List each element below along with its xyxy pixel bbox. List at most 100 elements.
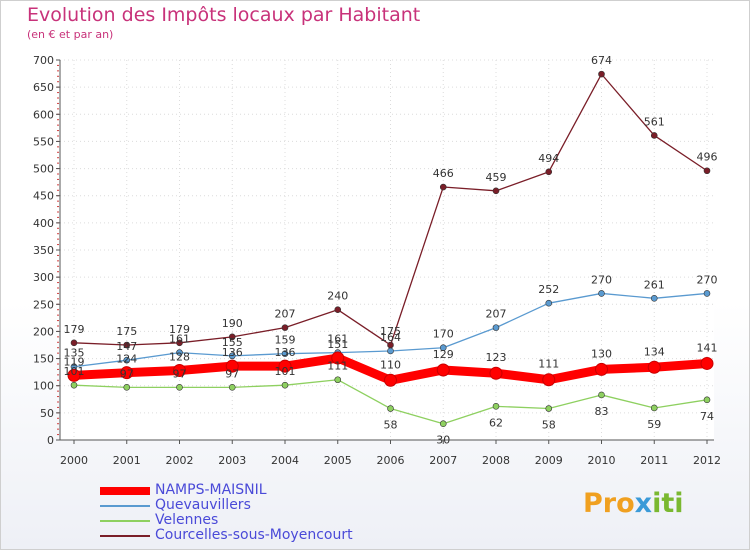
y-minor-tick xyxy=(57,75,59,77)
y-minor-tick xyxy=(57,206,59,208)
data-label-1-11: 261 xyxy=(644,278,665,291)
x-tick-label-2012: 2012 xyxy=(693,454,721,467)
data-point-2-4 xyxy=(281,381,289,389)
data-label-0-0: 179 xyxy=(64,323,85,336)
data-label-2-2: 97 xyxy=(173,367,187,380)
x-tick-label-2005: 2005 xyxy=(324,454,352,467)
data-label-3-9: 111 xyxy=(538,358,559,371)
data-point-3-1 xyxy=(120,366,134,380)
data-point-3-7 xyxy=(436,363,450,377)
chart-title: Evolution des Impôts locaux par Habitant xyxy=(27,4,421,26)
legend-item-courcelles[interactable]: Courcelles-sous-Moyencourt xyxy=(100,527,460,544)
data-point-1-12 xyxy=(703,290,711,297)
y-tick-label-350: 350 xyxy=(33,244,54,257)
data-label-1-6: 164 xyxy=(380,331,401,344)
y-tick-label-700: 700 xyxy=(33,54,54,67)
legend-swatch-namps-maisnil xyxy=(100,487,150,495)
data-point-3-0 xyxy=(67,368,81,382)
y-minor-tick xyxy=(57,374,59,376)
y-minor-tick xyxy=(57,64,59,66)
data-label-3-6: 110 xyxy=(380,358,401,371)
data-point-0-0 xyxy=(70,339,78,347)
data-label-3-5: 151 xyxy=(327,338,348,351)
data-point-3-8 xyxy=(489,366,503,380)
data-label-3-11: 134 xyxy=(644,345,665,358)
y-minor-tick xyxy=(57,254,59,256)
data-point-2-1 xyxy=(123,384,131,391)
data-point-1-2 xyxy=(176,349,183,356)
data-point-0-2 xyxy=(176,339,183,347)
data-label-1-7: 170 xyxy=(433,328,454,341)
data-label-1-12: 270 xyxy=(697,273,718,286)
y-minor-tick xyxy=(57,124,59,126)
data-point-3-3 xyxy=(225,359,239,373)
data-point-0-5 xyxy=(334,306,342,314)
data-label-2-5: 111 xyxy=(327,360,348,373)
y-minor-tick xyxy=(57,184,59,186)
y-minor-tick xyxy=(57,287,59,289)
data-label-0-11: 561 xyxy=(644,115,665,128)
y-minor-tick xyxy=(57,70,59,72)
chart-legend: NAMPS-MAISNIL Quevauvillers Velennes Cou… xyxy=(100,482,460,544)
data-label-1-8: 207 xyxy=(486,308,507,321)
data-label-0-3: 190 xyxy=(222,317,243,330)
y-minor-tick xyxy=(57,265,59,267)
data-point-3-6 xyxy=(384,373,397,387)
data-label-3-0: 119 xyxy=(64,355,85,368)
y-tick-label-500: 500 xyxy=(33,163,54,176)
data-label-2-6: 58 xyxy=(384,419,398,432)
x-tick-label-2011: 2011 xyxy=(640,454,668,467)
legend-item-quevauvillers[interactable]: Quevauvillers xyxy=(100,497,460,514)
y-minor-tick xyxy=(57,119,59,121)
data-point-1-3 xyxy=(228,352,236,360)
data-label-2-4: 101 xyxy=(275,365,296,378)
data-point-3-2 xyxy=(173,364,186,378)
data-point-0-12 xyxy=(703,167,711,175)
data-point-3-12 xyxy=(700,356,714,370)
data-label-1-1: 147 xyxy=(116,340,137,353)
y-minor-tick xyxy=(57,401,59,403)
legend-swatch-quevauvillers xyxy=(100,505,150,507)
y-minor-tick xyxy=(57,423,59,425)
data-point-0-11 xyxy=(650,132,658,139)
data-label-2-7: 30 xyxy=(436,434,450,447)
data-point-0-8 xyxy=(492,187,500,195)
y-tick-label-250: 250 xyxy=(33,298,54,311)
data-point-2-2 xyxy=(176,384,183,391)
data-point-1-6 xyxy=(387,347,394,355)
logo-part-1: Pro xyxy=(583,488,635,519)
data-point-0-4 xyxy=(281,324,289,331)
data-point-2-9 xyxy=(545,405,553,412)
x-tick-label-2004: 2004 xyxy=(271,454,299,467)
y-minor-tick xyxy=(57,428,59,430)
y-tick-label-0: 0 xyxy=(47,434,54,447)
y-minor-tick xyxy=(57,320,59,322)
legend-item-namps-maisnil[interactable]: NAMPS-MAISNIL xyxy=(100,482,460,499)
legend-item-velennes[interactable]: Velennes xyxy=(100,512,460,529)
y-minor-tick xyxy=(57,238,59,240)
y-minor-tick xyxy=(57,102,59,104)
data-label-3-2: 128 xyxy=(169,351,190,364)
y-minor-tick xyxy=(57,368,59,370)
data-point-3-4 xyxy=(278,359,292,373)
data-point-2-12 xyxy=(703,396,711,404)
data-point-1-8 xyxy=(492,324,500,331)
x-tick-label-2008: 2008 xyxy=(482,454,510,467)
data-point-2-10 xyxy=(598,391,605,399)
data-label-1-3: 155 xyxy=(222,336,243,349)
y-minor-tick xyxy=(57,336,59,338)
data-label-2-10: 83 xyxy=(595,405,609,418)
y-minor-tick xyxy=(57,157,59,159)
legend-label-quevauvillers: Quevauvillers xyxy=(155,497,251,513)
data-point-1-1 xyxy=(123,356,131,364)
y-minor-tick xyxy=(57,244,59,246)
y-tick-label-150: 150 xyxy=(33,353,54,366)
data-label-3-12: 141 xyxy=(697,341,718,354)
y-minor-tick xyxy=(57,406,59,408)
y-minor-tick xyxy=(57,325,59,327)
proxiti-logo: Proxiti xyxy=(583,488,684,519)
logo-part-3: iti xyxy=(652,488,684,519)
x-tick-label-2009: 2009 xyxy=(535,454,563,467)
data-label-0-5: 240 xyxy=(327,290,348,303)
y-minor-tick xyxy=(57,347,59,349)
